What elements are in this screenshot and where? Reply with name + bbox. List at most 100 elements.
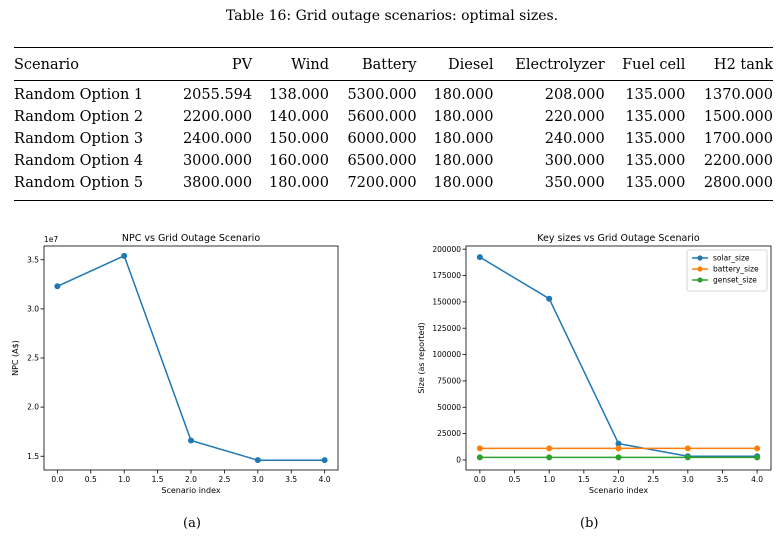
table-cell: Random Option 3 <box>14 131 144 147</box>
data-point <box>615 454 622 461</box>
x-tick-label: 2.0 <box>613 475 625 484</box>
data-point <box>754 445 761 452</box>
table-cell: 2400.000 <box>182 131 253 147</box>
y-axis-label: NPC (A$) <box>11 340 20 376</box>
table-cell: 240.000 <box>544 131 605 147</box>
x-tick-label: 0.0 <box>474 475 486 484</box>
table-cell: Random Option 1 <box>14 87 144 103</box>
table-top-rule <box>14 47 773 49</box>
table-row: Random Option 3 2400.000 150.000 6000.00… <box>14 128 773 150</box>
table-cell: 180.000 <box>269 175 329 191</box>
table-cell: 5600.000 <box>347 109 417 125</box>
x-axis-label: Scenario index <box>589 486 648 495</box>
chart-title: Key sizes vs Grid Outage Scenario <box>537 233 700 244</box>
x-tick-label: 0.5 <box>85 475 97 484</box>
col-header: Wind <box>291 57 329 73</box>
table-cell: 208.000 <box>544 87 605 103</box>
legend-label: solar_size <box>713 254 750 263</box>
y-tick-label: 1.5 <box>27 452 39 461</box>
table-cell: 220.000 <box>544 109 605 125</box>
data-point <box>684 445 691 452</box>
y-tick-label: 150000 <box>432 297 461 306</box>
table-header-rule <box>14 80 773 81</box>
table-cell: Random Option 2 <box>14 109 144 125</box>
table-cell: 5300.000 <box>347 87 417 103</box>
y-tick-label: 125000 <box>432 324 461 333</box>
x-tick-label: 3.0 <box>682 475 694 484</box>
legend-label: battery_size <box>713 265 759 274</box>
data-point <box>54 283 61 290</box>
data-point <box>321 457 328 464</box>
legend-marker <box>697 277 703 283</box>
col-header: Scenario <box>14 57 79 73</box>
y-tick-label: 50000 <box>437 403 461 412</box>
table-bottom-rule <box>14 200 773 202</box>
y-tick-label: 25000 <box>437 429 461 438</box>
y-tick-label: 2.5 <box>27 354 39 363</box>
table-row: Random Option 4 3000.000 160.000 6500.00… <box>14 150 773 172</box>
chart-title: NPC vs Grid Outage Scenario <box>122 233 260 244</box>
table-cell: Random Option 5 <box>14 175 144 191</box>
y-offset-label: 1e7 <box>44 235 58 244</box>
table-cell: 300.000 <box>544 153 605 169</box>
table-row: Random Option 2 2200.000 140.000 5600.00… <box>14 106 773 128</box>
x-tick-label: 2.5 <box>647 475 659 484</box>
subfigure-label-b: (b) <box>580 516 599 531</box>
data-point <box>684 454 691 461</box>
table-cell: 135.000 <box>625 153 686 169</box>
x-tick-label: 0.5 <box>509 475 521 484</box>
col-header: Electrolyzer <box>515 57 605 73</box>
table-header-row: Scenario PV Wind Battery Diesel Electrol… <box>14 52 773 78</box>
data-point <box>615 440 622 447</box>
table-row: Random Option 5 3800.000 180.000 7200.00… <box>14 172 773 194</box>
table-cell: 150.000 <box>269 131 329 147</box>
y-tick-label: 3.0 <box>27 304 39 313</box>
table-cell: 3800.000 <box>182 175 253 191</box>
y-tick-label: 200000 <box>432 245 461 254</box>
table-cell: 180.000 <box>433 175 494 191</box>
col-header: Fuel cell <box>622 57 686 73</box>
legend-marker <box>697 266 703 272</box>
table-cell: 6000.000 <box>347 131 417 147</box>
data-point <box>476 445 483 452</box>
table-cell: 180.000 <box>433 87 494 103</box>
data-point <box>754 454 761 461</box>
x-tick-label: 4.0 <box>319 475 331 484</box>
y-tick-label: 3.5 <box>27 255 39 264</box>
x-axis-label: Scenario index <box>161 486 220 495</box>
table-cell: 135.000 <box>625 131 686 147</box>
table-cell: 350.000 <box>544 175 605 191</box>
series-line <box>57 254 325 461</box>
x-tick-label: 4.0 <box>751 475 763 484</box>
table-row: Random Option 1 2055.594 138.000 5300.00… <box>14 78 773 106</box>
data-point <box>254 457 261 464</box>
table-cell: 135.000 <box>625 175 686 191</box>
table-cell: 2200.000 <box>182 109 253 125</box>
table-cell: 2800.000 <box>703 175 773 191</box>
data-point <box>476 454 483 461</box>
plot-frame <box>43 245 339 471</box>
optimal-sizes-table: Scenario PV Wind Battery Diesel Electrol… <box>14 52 773 194</box>
table-cell: 2200.000 <box>703 153 773 169</box>
y-tick-label: 175000 <box>432 271 461 280</box>
x-tick-label: 3.0 <box>252 475 264 484</box>
table-cell: 180.000 <box>433 109 494 125</box>
data-point <box>188 437 194 444</box>
table-cell: 140.000 <box>269 109 329 125</box>
x-tick-label: 1.5 <box>152 475 164 484</box>
x-tick-label: 1.0 <box>543 475 555 484</box>
x-tick-label: 2.0 <box>185 475 197 484</box>
data-point <box>546 445 553 452</box>
data-point <box>546 295 553 302</box>
table-cell: 160.000 <box>269 153 329 169</box>
table-cell: 3000.000 <box>182 153 253 169</box>
col-header: Battery <box>361 57 417 73</box>
legend-marker <box>697 255 703 261</box>
x-tick-label: 2.5 <box>218 475 230 484</box>
x-tick-label: 1.5 <box>578 475 590 484</box>
subfigure-label-a: (a) <box>183 516 201 531</box>
table-cell: 135.000 <box>625 87 686 103</box>
table-cell: 2055.594 <box>182 87 253 103</box>
table-cell: 7200.000 <box>347 175 417 191</box>
